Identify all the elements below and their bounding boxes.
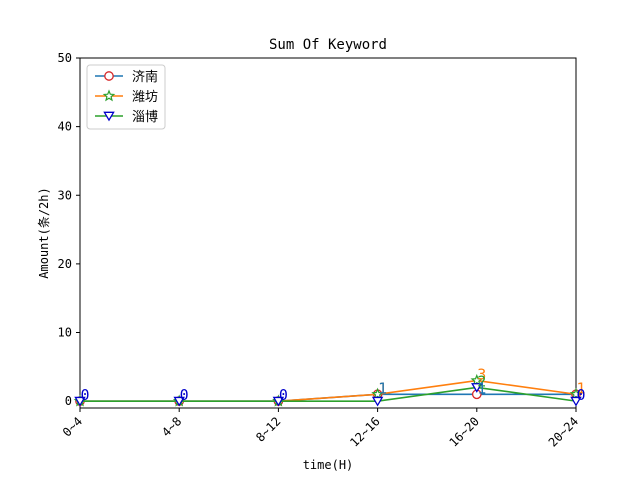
legend-marker: [102, 89, 116, 102]
chart-title: Sum Of Keyword: [269, 37, 387, 53]
series-line-2: [80, 386, 577, 402]
y-tick-label: 50: [58, 51, 72, 65]
x-tick-label: 12~16: [347, 414, 382, 449]
data-point: [570, 396, 582, 407]
data-point: [569, 387, 583, 400]
data-label: 3: [477, 366, 486, 384]
y-tick-label: 40: [58, 120, 72, 134]
data-label: 0: [180, 386, 189, 404]
legend-marker: [103, 111, 115, 122]
data-point: [173, 396, 185, 407]
data-label: 1: [378, 379, 387, 397]
y-axis-title: Amount(条/2h): [37, 187, 51, 278]
data-label: 2: [477, 372, 486, 390]
y-tick-label: 30: [58, 188, 72, 202]
y-tick-label: 0: [65, 394, 72, 408]
plot-frame: [79, 57, 577, 409]
data-label: 1: [378, 379, 387, 397]
x-tick-label: 20~24: [546, 414, 581, 449]
data-label: 1: [477, 379, 486, 397]
x-axis-title: time(H): [303, 458, 354, 472]
legend-label: 淄博: [132, 110, 158, 125]
x-tick-label: 4~8: [159, 414, 184, 439]
legend-marker: [104, 71, 114, 81]
x-tick-label: 0~4: [60, 414, 85, 439]
x-tick-label: 8~12: [253, 414, 283, 444]
data-label: 0: [279, 386, 288, 404]
data-label: 1: [576, 379, 585, 397]
data-label: 0: [576, 386, 585, 404]
x-tick-label: 16~20: [446, 414, 481, 449]
data-label: 0: [80, 386, 89, 404]
y-tick-label: 20: [58, 257, 72, 271]
data-point: [74, 396, 86, 407]
data-point: [471, 383, 483, 393]
data-point: [371, 387, 384, 400]
data-point: [470, 373, 484, 386]
y-tick-label: 10: [58, 326, 72, 340]
legend-label: 潍坊: [132, 90, 158, 105]
legend-label: 济南: [132, 69, 158, 85]
data-point: [272, 396, 285, 407]
data-point: [371, 396, 384, 407]
